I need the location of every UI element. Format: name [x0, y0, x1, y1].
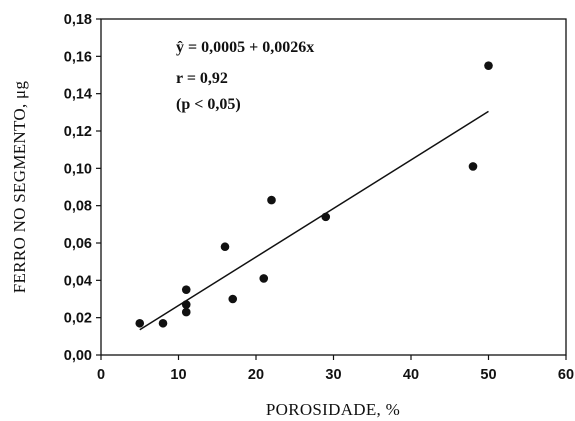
data-points: [135, 61, 493, 328]
data-point: [135, 318, 145, 328]
y-tick-label: 0,16: [64, 49, 92, 65]
correlation-r: r = 0,92: [176, 70, 228, 87]
x-tick-label: 50: [480, 367, 496, 383]
y-tick-label: 0,06: [64, 236, 92, 252]
plot-area: [100, 18, 567, 356]
x-tick-label: 40: [403, 367, 419, 383]
data-point: [220, 242, 230, 252]
data-point: [321, 212, 331, 222]
p-value: (p < 0,05): [176, 96, 241, 113]
y-axis-title: FERRO NO SEGMENTO, μg: [10, 81, 29, 294]
data-point: [158, 318, 168, 328]
data-point: [228, 294, 238, 304]
data-point: [181, 300, 191, 309]
plot-border: [100, 18, 567, 356]
y-axis-ticks: 0,00 0,02 0,04 0,06 0,08 0,10 0,12 0,14 0,16 0,18: [64, 12, 101, 364]
data-point: [484, 61, 493, 70]
regression-line: [139, 110, 489, 331]
y-tick-label: 0,18: [64, 12, 92, 28]
y-tick-label: 0,02: [64, 311, 92, 327]
regression-equation: ŷ = 0,0005 + 0,0026x: [176, 39, 314, 56]
x-tick-label: 0: [97, 367, 105, 383]
regression-line-group: [139, 110, 489, 331]
x-tick-label: 20: [248, 367, 264, 383]
x-axis-ticks: 0 10 20 30 40 50 60: [97, 355, 574, 383]
y-tick-label: 0,14: [64, 87, 92, 103]
x-tick-label: 60: [558, 367, 574, 383]
y-tick-label: 0,00: [64, 348, 92, 364]
y-hat-symbol: ŷ: [176, 39, 184, 56]
y-tick-label: 0,12: [64, 124, 92, 140]
y-tick-label: 0,04: [64, 273, 92, 289]
y-tick-label: 0,10: [64, 161, 92, 177]
x-tick-label: 10: [170, 367, 186, 383]
equation-text: = 0,0005 + 0,0026x: [184, 39, 314, 56]
x-tick-label: 30: [325, 367, 341, 383]
x-axis-title: POROSIDADE, %: [266, 400, 400, 419]
data-point: [468, 162, 478, 171]
data-point: [181, 285, 191, 294]
y-tick-label: 0,08: [64, 199, 92, 215]
data-point: [267, 195, 276, 205]
data-point: [259, 274, 269, 283]
data-point: [181, 307, 191, 317]
